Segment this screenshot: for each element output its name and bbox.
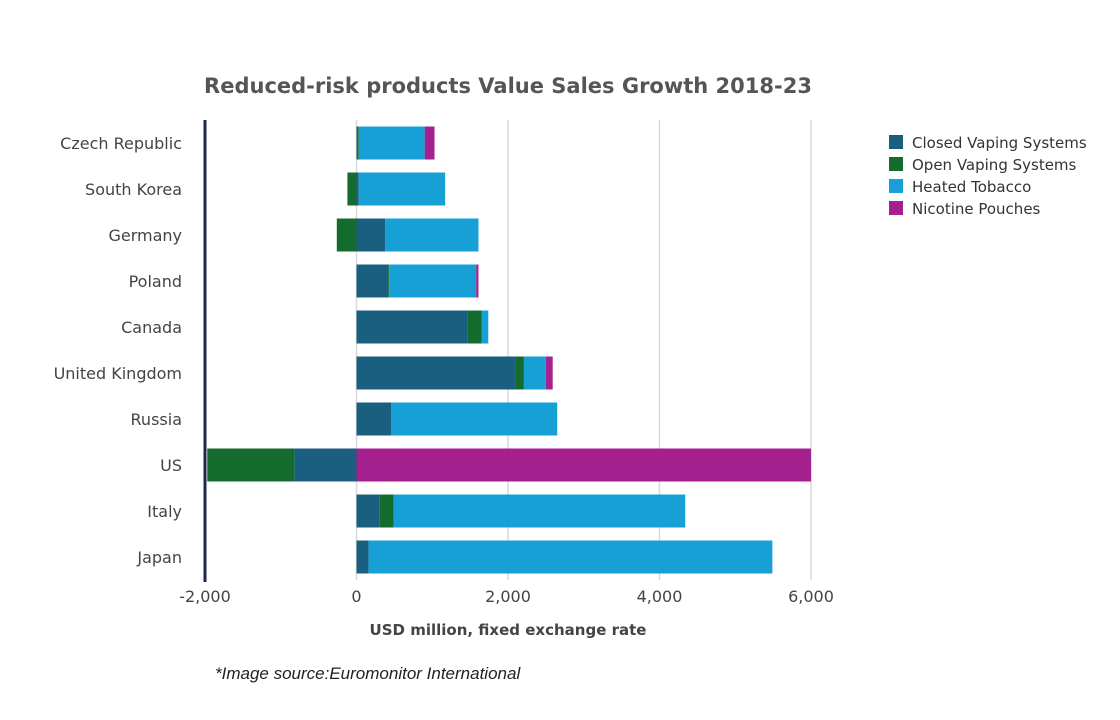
bar-russia-closed-vaping-systems	[356, 402, 392, 436]
x-tick-label-2: 2,000	[485, 587, 531, 606]
category-labels: Czech Republic South Korea Germany Poland Ca…	[54, 134, 182, 567]
bar-canada-closed-vaping-systems	[356, 310, 468, 344]
bar-poland-heated-tobacco	[389, 264, 477, 298]
bar-italy-closed-vaping-systems	[356, 494, 380, 528]
legend-label-open-vaping-systems: Open Vaping Systems	[912, 156, 1077, 174]
category-label-italy: Italy	[147, 502, 182, 521]
bar-united-kingdom-heated-tobacco	[523, 356, 546, 390]
bar-south-korea-open-vaping-systems	[347, 172, 357, 206]
legend-swatch-closed-vaping-systems	[889, 135, 903, 149]
x-tick-label-1: 0	[351, 587, 361, 606]
legend-swatch-open-vaping-systems	[889, 157, 903, 171]
bar-russia-heated-tobacco	[391, 402, 558, 436]
category-label-us: US	[160, 456, 182, 475]
bar-germany-heated-tobacco	[385, 218, 479, 252]
legend-item-closed-vaping-systems: Closed Vaping Systems	[889, 134, 1087, 152]
bar-south-korea-closed-vaping-systems	[356, 172, 359, 206]
x-tick-labels: -2,000 0 2,000 4,000 6,000	[179, 587, 834, 606]
category-label-germany: Germany	[108, 226, 182, 245]
legend-label-nicotine-pouches: Nicotine Pouches	[912, 200, 1041, 218]
bar-canada-open-vaping-systems	[467, 310, 482, 344]
bar-germany-closed-vaping-systems	[356, 218, 386, 252]
bar-poland-nicotine-pouches	[476, 264, 479, 298]
bars	[207, 126, 811, 574]
legend-swatch-nicotine-pouches	[889, 201, 903, 215]
legend-item-heated-tobacco: Heated Tobacco	[889, 178, 1031, 196]
image-source-note: *Image source:Euromonitor International	[215, 664, 521, 683]
bar-germany-open-vaping-systems	[336, 218, 357, 252]
bar-poland-open-vaping-systems	[388, 264, 390, 298]
legend-item-open-vaping-systems: Open Vaping Systems	[889, 156, 1077, 174]
bar-italy-open-vaping-systems	[379, 494, 394, 528]
category-label-south-korea: South Korea	[85, 180, 182, 199]
bar-czech-republic-heated-tobacco	[358, 126, 425, 160]
bar-us-nicotine-pouches	[356, 448, 811, 482]
legend-item-nicotine-pouches: Nicotine Pouches	[889, 200, 1041, 218]
bar-united-kingdom-closed-vaping-systems	[356, 356, 516, 390]
bar-us-closed-vaping-systems	[294, 448, 357, 482]
bar-japan-closed-vaping-systems	[356, 540, 369, 574]
bar-czech-republic-nicotine-pouches	[424, 126, 435, 160]
category-label-russia: Russia	[131, 410, 182, 429]
legend-label-heated-tobacco: Heated Tobacco	[912, 178, 1031, 196]
bar-canada-heated-tobacco	[481, 310, 489, 344]
bar-united-kingdom-open-vaping-systems	[515, 356, 524, 390]
bar-czech-republic-closed-vaping-systems	[356, 126, 359, 160]
category-label-poland: Poland	[129, 272, 182, 291]
bar-czech-republic-open-vaping-systems	[358, 126, 359, 160]
category-label-czech-republic: Czech Republic	[60, 134, 182, 153]
category-label-japan: Japan	[136, 548, 182, 567]
legend-label-closed-vaping-systems: Closed Vaping Systems	[912, 134, 1087, 152]
x-tick-label-4: 6,000	[788, 587, 834, 606]
bar-japan-heated-tobacco	[368, 540, 773, 574]
x-tick-label-0: -2,000	[179, 587, 231, 606]
category-label-canada: Canada	[121, 318, 182, 337]
x-tick-label-3: 4,000	[637, 587, 683, 606]
legend-swatch-heated-tobacco	[889, 179, 903, 193]
legend: Closed Vaping Systems Open Vaping Systems…	[889, 134, 1087, 218]
bar-us-open-vaping-systems	[207, 448, 295, 482]
x-axis-label: USD million, fixed exchange rate	[370, 621, 647, 639]
chart-title: Reduced-risk products Value Sales Growth…	[204, 74, 812, 98]
bar-italy-heated-tobacco	[393, 494, 686, 528]
bar-united-kingdom-nicotine-pouches	[545, 356, 553, 390]
bar-poland-closed-vaping-systems	[356, 264, 389, 298]
bar-south-korea-heated-tobacco	[358, 172, 446, 206]
category-label-united-kingdom: United Kingdom	[54, 364, 182, 383]
